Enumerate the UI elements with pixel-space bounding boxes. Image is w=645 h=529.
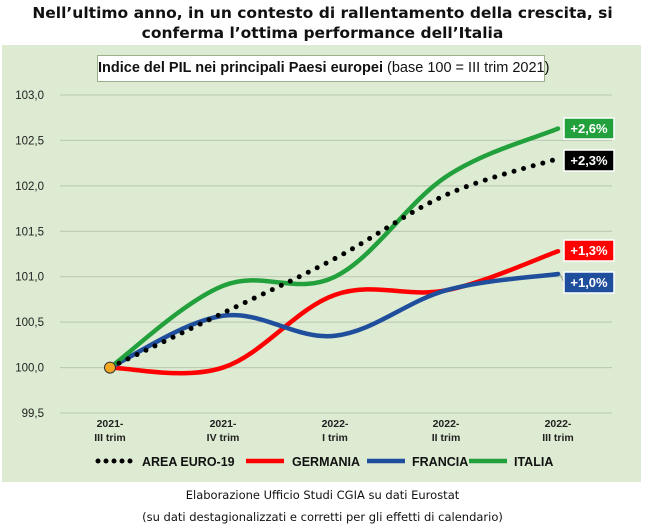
x-tick-label: 2022- [322,418,349,430]
y-tick-label: 102,5 [15,135,44,147]
x-tick-label: 2022- [433,418,460,430]
y-tick-label: 101,0 [15,272,44,284]
x-tick-label: II trim [432,432,461,444]
end-label-box [563,149,615,172]
chart-subtitle-normal: (base 100 = III trim 2021) [387,60,550,76]
y-tick-label: 100,0 [15,363,44,375]
y-tick-label: 102,0 [15,181,44,193]
legend-label: GERMANIA [292,455,360,469]
y-tick-label: 103,0 [15,90,44,102]
y-tick-label: 100,5 [15,317,44,329]
x-tick-label: 2021- [97,418,124,430]
chart-subtitle: Indice del PIL nei principali Paesi euro… [97,55,549,82]
footer-source: Elaborazione Ufficio Studi CGIA su dati … [185,488,460,502]
x-tick-label: III trim [94,432,126,444]
chart-panel [2,45,641,482]
legend-label: FRANCIA [412,455,468,469]
end-label: +1,3% [570,243,608,258]
x-tick-label: 2021- [210,418,237,430]
series-line-francia [107,271,561,370]
series-line-italia [107,126,561,370]
base-point-marker [104,361,116,374]
end-label: +2,6% [570,121,608,136]
end-label-box [563,239,615,262]
end-label-box [563,271,615,294]
footer-note: (su dati destagionalizzati e corretti pe… [142,510,503,524]
x-tick-label: IV trim [207,432,240,444]
y-tick-label: 99,5 [22,408,44,420]
series-line-germania [107,249,561,376]
legend-label: ITALIA [514,455,553,469]
x-tick-label: 2022- [545,418,572,430]
end-label: +1,0% [570,275,608,290]
headline: Nell’ultimo anno, in un contesto di rall… [0,3,645,43]
x-tick-label: I trim [322,432,348,444]
y-tick-label: 101,5 [15,226,44,238]
legend-label: AREA EURO-19 [142,455,235,469]
end-label-box [563,117,615,140]
x-tick-label: III trim [542,432,574,444]
headline-line-2: conferma l’ottima performance dell’Itali… [141,24,504,42]
headline-line-1: Nell’ultimo anno, in un contesto di rall… [32,4,613,22]
chart-subtitle-bold: Indice del PIL nei principali Paesi euro… [98,60,383,76]
series-line-area-euro-19 [107,156,561,371]
end-label: +2,3% [570,153,608,168]
